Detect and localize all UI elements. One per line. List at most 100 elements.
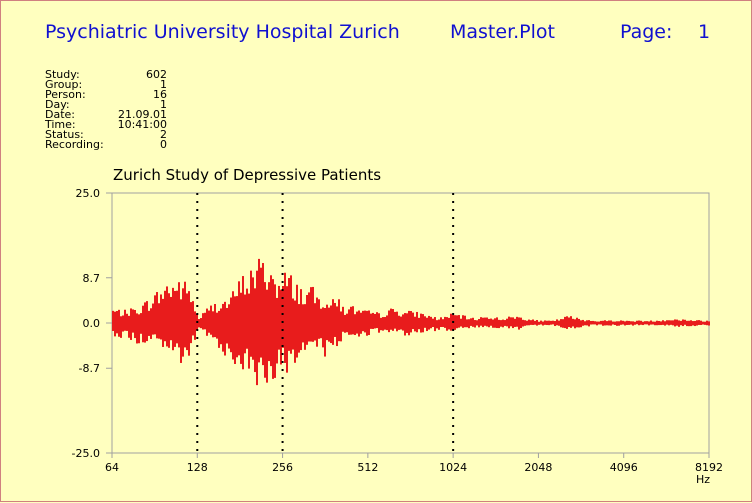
spectrum-bar bbox=[550, 320, 552, 325]
spectrum-bar bbox=[468, 319, 470, 329]
spectrum-bar bbox=[298, 304, 300, 353]
spectrum-bar bbox=[462, 315, 464, 328]
spectrum-bar bbox=[516, 316, 518, 327]
spectrum-bar bbox=[426, 317, 428, 332]
y-tick-label: 25.0 bbox=[76, 187, 101, 200]
spectrum-bar bbox=[460, 318, 462, 327]
meta-row-recording: Recording: 0 bbox=[45, 138, 167, 151]
spectrum-bar bbox=[524, 320, 526, 326]
spectrum-bar bbox=[428, 315, 430, 330]
spectrum-bar bbox=[404, 313, 406, 336]
meta-label: Time: bbox=[45, 118, 76, 131]
spectrum-bar bbox=[600, 320, 602, 325]
spectrum-bar bbox=[136, 313, 138, 344]
spectrum-bar bbox=[354, 314, 356, 336]
spectrum-bar bbox=[400, 316, 402, 330]
spectrum-bar bbox=[146, 301, 148, 342]
spectrum-bar bbox=[498, 319, 500, 329]
spectrum-bar bbox=[240, 292, 242, 364]
spectrum-bar bbox=[586, 320, 588, 326]
spectrum-bar bbox=[202, 313, 204, 330]
spectrum-bar bbox=[150, 308, 152, 339]
spectrum-bar bbox=[158, 303, 160, 339]
spectrum-bar bbox=[114, 311, 116, 337]
spectrum-bar bbox=[706, 320, 708, 326]
spectrum-bar bbox=[296, 284, 298, 358]
spectrum-bar bbox=[692, 321, 694, 326]
spectrum-bar bbox=[270, 275, 272, 367]
spectrum-bar bbox=[234, 296, 236, 364]
spectrum-bar bbox=[292, 298, 294, 350]
spectrum-bar bbox=[552, 320, 554, 325]
meta-row-time: Time: 10:41:00 bbox=[45, 118, 167, 131]
spectrum-bar bbox=[674, 319, 676, 327]
spectrum-bar bbox=[268, 282, 270, 362]
spectrum-bar bbox=[358, 310, 360, 337]
institution-title: Psychiatric University Hospital Zurich bbox=[45, 21, 400, 43]
x-tick-label: 1024 bbox=[439, 461, 467, 474]
spectrum-bar bbox=[634, 321, 636, 325]
spectrum-bar bbox=[584, 321, 586, 326]
spectrum-bar bbox=[138, 314, 140, 344]
spectrum-bar bbox=[120, 316, 122, 338]
spectrum-bar bbox=[684, 319, 686, 325]
spectrum-bar bbox=[118, 309, 120, 337]
spectrum-bar bbox=[668, 320, 670, 326]
spectrum-bar bbox=[618, 321, 620, 326]
spectrum-bar bbox=[456, 315, 458, 329]
spectrum-bar bbox=[432, 318, 434, 327]
spectrum-bar bbox=[406, 313, 408, 333]
spectrum-bar bbox=[422, 314, 424, 333]
spectrum-bar bbox=[570, 316, 572, 328]
meta-value: 1 bbox=[160, 78, 167, 91]
spectrum-bar bbox=[162, 298, 164, 347]
spectrum-bar bbox=[228, 304, 230, 349]
spectrum-bar bbox=[318, 299, 320, 339]
spectrum-bar bbox=[596, 321, 598, 326]
spectrum-bar bbox=[306, 295, 308, 345]
spectrum-bar bbox=[184, 281, 186, 348]
spectrum-bar bbox=[300, 289, 302, 351]
spectrum-bar bbox=[412, 312, 414, 330]
y-tick-label: 8.7 bbox=[83, 272, 101, 285]
spectrum-bar bbox=[222, 303, 224, 352]
spectrum-bar bbox=[652, 321, 654, 325]
spectrum-bar bbox=[672, 320, 674, 326]
spectrum-bar bbox=[474, 320, 476, 328]
meta-row-date: Date: 21.09.01 bbox=[45, 109, 167, 120]
spectrum-bar bbox=[204, 312, 206, 330]
spectrum-bar bbox=[258, 258, 260, 363]
spectrum-bar bbox=[198, 319, 200, 328]
spectrum-bar bbox=[334, 302, 336, 337]
spectrum-bar bbox=[380, 317, 382, 331]
spectrum-bar bbox=[252, 277, 254, 360]
spectrum-bar bbox=[548, 320, 550, 326]
x-tick-label: 128 bbox=[187, 461, 208, 474]
meta-value: 602 bbox=[146, 68, 167, 81]
meta-value: 10:41:00 bbox=[117, 118, 167, 131]
spectrum-bar bbox=[682, 319, 684, 327]
y-tick-label: 0.0 bbox=[83, 317, 101, 330]
spectrum-bar bbox=[360, 312, 362, 334]
spectrum-bar bbox=[212, 311, 214, 338]
y-tick-label: -8.7 bbox=[79, 362, 100, 375]
meta-value: 1 bbox=[160, 98, 167, 111]
spectrum-bar bbox=[224, 301, 226, 356]
meta-row-group: Group: 1 bbox=[45, 78, 167, 91]
spectrum-bar bbox=[676, 319, 678, 326]
x-axis-label: Hz bbox=[696, 473, 710, 486]
spectrum-bar bbox=[388, 310, 390, 333]
spectrum-bar bbox=[414, 316, 416, 332]
spectrum-bar bbox=[538, 321, 540, 325]
spectrum-bar bbox=[564, 316, 566, 329]
spectrum-bar bbox=[638, 320, 640, 326]
meta-value: 0 bbox=[160, 138, 167, 151]
page-number: 1 bbox=[698, 21, 711, 43]
spectrum-bar bbox=[272, 279, 274, 379]
spectrum-bar bbox=[398, 315, 400, 330]
spectrum-bar bbox=[128, 315, 130, 338]
spectrum-bar bbox=[702, 321, 704, 325]
spectrum-bar bbox=[396, 311, 398, 332]
spectrum-bar bbox=[686, 320, 688, 327]
spectrum-bar bbox=[278, 285, 280, 350]
